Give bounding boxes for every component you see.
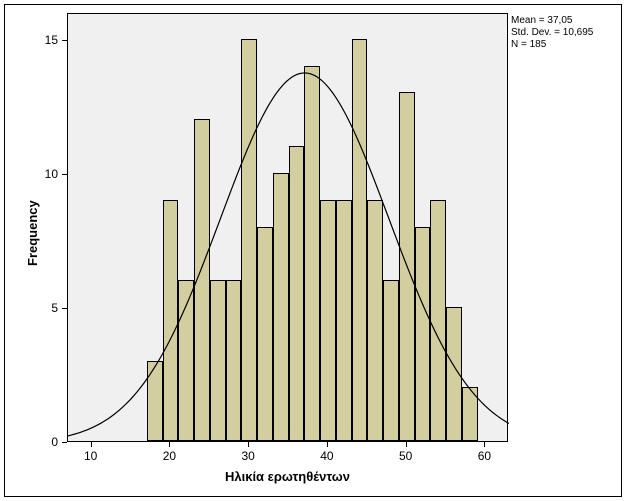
x-tick-mark bbox=[91, 442, 92, 447]
x-tick-mark bbox=[484, 442, 485, 447]
stats-n: N = 185 bbox=[511, 39, 593, 51]
x-tick-label: 60 bbox=[469, 449, 499, 463]
y-tick-mark bbox=[62, 40, 67, 41]
histogram-bar bbox=[367, 200, 383, 441]
histogram-bar bbox=[226, 280, 242, 441]
histogram-bar bbox=[430, 200, 446, 441]
histogram-bar bbox=[257, 227, 273, 442]
histogram-bar bbox=[241, 39, 257, 441]
histogram-bar bbox=[336, 200, 352, 441]
histogram-bar bbox=[289, 146, 305, 441]
y-axis-label: Frequency bbox=[25, 200, 40, 266]
y-tick-label: 15 bbox=[28, 33, 58, 47]
histogram-bar bbox=[178, 280, 194, 441]
chart-container: Frequency Ηλικία ερωτηθέντων Mean = 37,0… bbox=[4, 4, 622, 497]
y-tick-label: 5 bbox=[28, 301, 58, 315]
histogram-bar bbox=[194, 119, 210, 441]
histogram-bar bbox=[273, 173, 289, 441]
y-tick-mark bbox=[62, 308, 67, 309]
x-tick-mark bbox=[327, 442, 328, 447]
stats-std: Std. Dev. = 10,695 bbox=[511, 27, 593, 39]
histogram-bar bbox=[147, 361, 163, 441]
histogram-bar bbox=[462, 387, 478, 441]
x-axis-label: Ηλικία ερωτηθέντων bbox=[67, 469, 508, 484]
stats-block: Mean = 37,05 Std. Dev. = 10,695 N = 185 bbox=[511, 15, 593, 51]
x-tick-label: 30 bbox=[233, 449, 263, 463]
histogram-bar bbox=[210, 280, 226, 441]
x-tick-label: 50 bbox=[391, 449, 421, 463]
x-tick-label: 40 bbox=[312, 449, 342, 463]
histogram-bar bbox=[399, 92, 415, 441]
x-tick-mark bbox=[406, 442, 407, 447]
histogram-bar bbox=[352, 39, 368, 441]
y-tick-label: 10 bbox=[28, 167, 58, 181]
y-tick-mark bbox=[62, 174, 67, 175]
histogram-bar bbox=[415, 227, 431, 442]
histogram-bar bbox=[446, 307, 462, 441]
y-tick-mark bbox=[62, 442, 67, 443]
x-tick-label: 20 bbox=[154, 449, 184, 463]
x-tick-label: 10 bbox=[76, 449, 106, 463]
stats-mean: Mean = 37,05 bbox=[511, 15, 593, 27]
x-tick-mark bbox=[169, 442, 170, 447]
plot-area bbox=[67, 13, 508, 442]
histogram-bar bbox=[320, 200, 336, 441]
y-tick-label: 0 bbox=[28, 435, 58, 449]
histogram-bar bbox=[383, 280, 399, 441]
histogram-bar bbox=[163, 200, 179, 441]
histogram-bar bbox=[304, 66, 320, 441]
x-tick-mark bbox=[248, 442, 249, 447]
